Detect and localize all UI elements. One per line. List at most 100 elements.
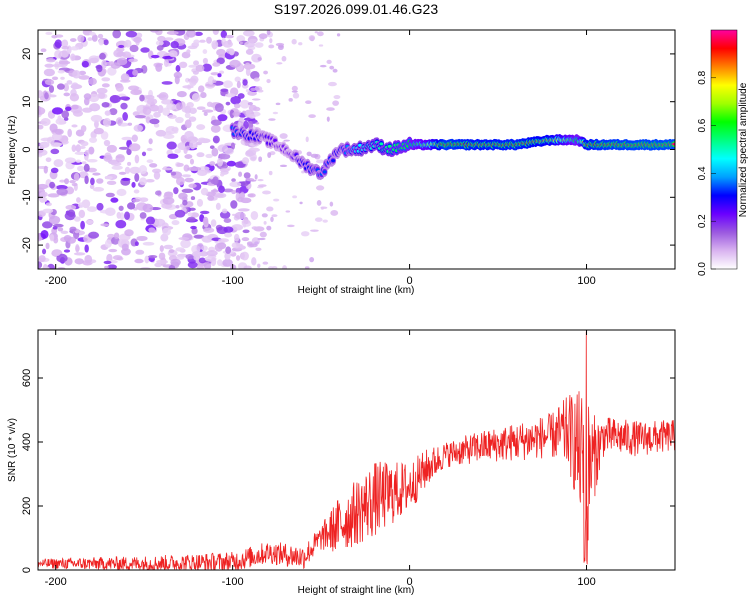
noise-blob — [134, 258, 144, 264]
noise-blob — [268, 118, 276, 121]
noise-blob — [131, 134, 138, 143]
noise-blob — [116, 57, 128, 66]
noise-blob — [217, 73, 222, 78]
noise-blob — [81, 60, 89, 68]
noise-blob — [45, 31, 53, 36]
noise-blob — [231, 189, 237, 195]
noise-blob — [86, 159, 98, 163]
noise-blob — [250, 71, 260, 80]
noise-blob — [237, 121, 242, 128]
noise-blob — [326, 59, 332, 65]
noise-blob — [242, 79, 248, 86]
noise-blob — [66, 80, 73, 85]
noise-blob — [181, 107, 191, 113]
noise-blob — [158, 252, 166, 260]
noise-blob — [251, 98, 261, 101]
noise-blob — [138, 197, 149, 203]
noise-blob — [320, 206, 325, 210]
noise-blob — [318, 44, 324, 47]
noise-blob — [206, 36, 212, 44]
noise-blob — [106, 144, 117, 153]
noise-blob — [193, 39, 200, 45]
noise-blob — [121, 177, 131, 181]
noise-blob — [127, 202, 136, 210]
noise-blob — [148, 227, 156, 233]
noise-blob — [104, 239, 112, 248]
noise-blob — [74, 258, 84, 265]
colorbar-tick-label: 0.6 — [697, 118, 708, 132]
noise-blob — [225, 246, 232, 254]
noise-blob — [132, 111, 140, 117]
noise-blob — [292, 195, 298, 199]
noise-blob — [153, 123, 160, 128]
noise-blob — [328, 81, 337, 87]
noise-blob — [43, 165, 48, 174]
noise-blob — [196, 152, 205, 158]
noise-blob — [124, 211, 130, 220]
noise-blob — [263, 70, 268, 75]
noise-blob — [229, 109, 235, 119]
ridge-core — [387, 144, 392, 148]
noise-blob — [230, 142, 236, 150]
noise-blob — [174, 209, 186, 218]
noise-blob — [185, 253, 194, 260]
noise-blob — [245, 150, 254, 157]
noise-blob — [96, 178, 104, 184]
noise-blob — [96, 87, 108, 94]
noise-blob — [103, 139, 111, 147]
noise-blob — [139, 94, 145, 102]
spectrogram-y-label: Frequency (Hz) — [7, 116, 18, 185]
noise-blob — [80, 141, 89, 147]
noise-blob — [185, 30, 196, 38]
noise-blob — [242, 229, 250, 234]
noise-blob — [218, 70, 225, 75]
noise-blob — [175, 247, 185, 252]
noise-blob — [105, 192, 115, 198]
noise-blob — [275, 102, 281, 106]
noise-blob — [44, 92, 49, 100]
noise-blob — [248, 113, 256, 119]
noise-blob — [84, 149, 90, 157]
noise-blob — [104, 110, 111, 116]
noise-blob — [326, 107, 335, 111]
noise-blob — [73, 216, 81, 222]
noise-blob — [49, 181, 56, 189]
noise-blob — [170, 171, 177, 176]
noise-blob — [38, 106, 46, 115]
noise-blob — [229, 59, 241, 68]
noise-blob — [107, 66, 117, 76]
noise-blob — [243, 30, 255, 37]
noise-blob — [49, 123, 58, 133]
noise-blob — [146, 159, 154, 164]
noise-blob — [118, 171, 127, 175]
noise-blob — [157, 105, 164, 114]
noise-blob — [254, 42, 264, 48]
noise-blob — [184, 130, 194, 140]
noise-blob — [133, 124, 144, 132]
noise-blob — [83, 163, 90, 172]
noise-blob — [96, 202, 104, 211]
noise-blob — [217, 144, 229, 153]
noise-blob — [253, 77, 260, 82]
ridge-core — [273, 139, 278, 143]
noise-blob — [109, 95, 121, 103]
noise-blob — [156, 94, 167, 98]
noise-blob — [142, 203, 154, 213]
noise-blob — [163, 244, 174, 250]
noise-blob — [178, 236, 190, 241]
noise-blob — [161, 167, 174, 171]
noise-blob — [51, 76, 59, 81]
noise-blob — [243, 265, 252, 269]
noise-blob — [39, 191, 48, 198]
noise-blob — [239, 41, 243, 45]
noise-blob — [255, 122, 260, 125]
noise-blob — [236, 80, 241, 89]
noise-blob — [129, 44, 139, 53]
noise-blob — [153, 111, 161, 118]
x-tick-label: 0 — [407, 275, 413, 287]
noise-blob — [119, 96, 131, 101]
noise-blob — [266, 79, 271, 84]
noise-blob — [38, 124, 44, 130]
colorbar: 0.0 0.2 0.4 0.6 0.8 Normalized spectral ampl… — [697, 29, 749, 276]
noise-blob — [262, 190, 271, 195]
